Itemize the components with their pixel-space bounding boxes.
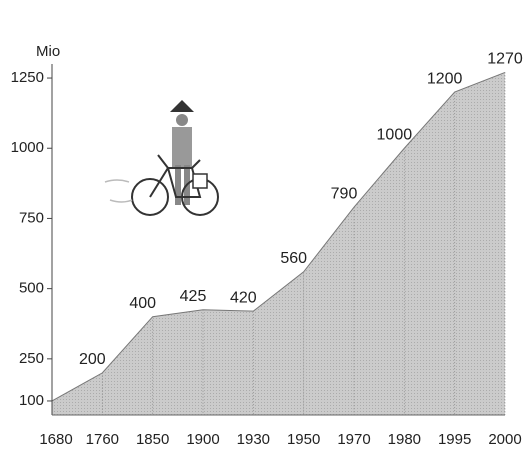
chart: Mio 200 400 425 420 560 790 1000 1200 1270 100 250… xyxy=(0,0,523,450)
x-tick-label: 1980 xyxy=(388,431,421,448)
x-tick-label: 1970 xyxy=(337,431,370,448)
value-label: 1200 xyxy=(427,70,463,87)
y-tick-label: 1250 xyxy=(11,69,44,86)
y-tick-label: 100 xyxy=(19,392,44,409)
value-label: 420 xyxy=(230,289,257,306)
y-tick-label: 1000 xyxy=(11,139,44,156)
y-tick-label: 250 xyxy=(19,350,44,367)
y-tick-label: 500 xyxy=(19,280,44,297)
value-label: 790 xyxy=(331,185,358,202)
y-tick-label: 750 xyxy=(19,209,44,226)
x-tick-label: 2000 xyxy=(488,431,521,448)
value-label: 400 xyxy=(129,295,156,312)
value-label: 560 xyxy=(280,250,307,267)
x-tick-label: 1760 xyxy=(86,431,119,448)
x-tick-label: 1900 xyxy=(186,431,219,448)
x-tick-label: 1930 xyxy=(237,431,270,448)
value-label: 1270 xyxy=(487,51,523,68)
y-axis-label: Mio xyxy=(36,43,60,60)
value-label: 1000 xyxy=(377,126,413,143)
x-tick-label: 1850 xyxy=(136,431,169,448)
value-label: 425 xyxy=(180,288,207,305)
area-texture xyxy=(52,72,505,415)
x-tick-label: 1680 xyxy=(39,431,72,448)
illustration xyxy=(105,100,218,215)
x-tick-label: 1995 xyxy=(438,431,471,448)
value-label: 200 xyxy=(79,351,106,368)
x-tick-label: 1950 xyxy=(287,431,320,448)
